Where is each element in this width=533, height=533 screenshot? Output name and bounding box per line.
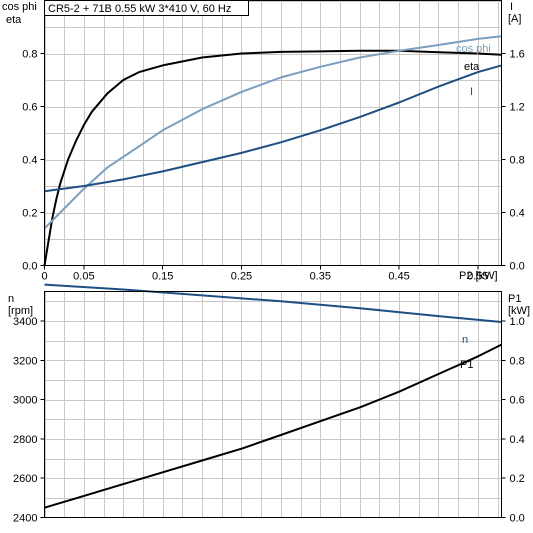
bottom-right-axis-label-line1: P1 xyxy=(508,293,521,305)
bottom-right-axis-label-line2: [kW] xyxy=(508,305,530,317)
top-left-axis-label-line1: cos phi xyxy=(2,1,37,13)
right-tick-label: 0.4 xyxy=(510,208,525,220)
left-tick-label: 3200 xyxy=(13,355,37,367)
left-tick-label: 2800 xyxy=(13,434,37,446)
right-tick-label: 1.2 xyxy=(510,102,525,114)
series-line-cos-phi xyxy=(43,35,502,230)
frame-layer xyxy=(44,0,502,518)
right-tick-label: 0.6 xyxy=(510,395,525,407)
right-tick-label: 1.6 xyxy=(510,49,525,61)
right-tick-label: 0.0 xyxy=(510,513,525,525)
right-tick-label: 1.0 xyxy=(510,316,525,328)
top-x-axis-label: P2 [kW] xyxy=(459,270,498,282)
text-layer: CR5-2 + 71B 0.55 kW 3*410 V, 60 Hz cos p… xyxy=(2,0,530,525)
series-line-p1 xyxy=(44,343,502,509)
right-tick-label: 0.8 xyxy=(510,155,525,167)
series-line-i xyxy=(44,64,502,193)
left-tick-label: 3400 xyxy=(13,316,37,328)
top-plot-frame xyxy=(44,0,502,266)
series-layer xyxy=(43,35,502,509)
left-tick-label: 0.6 xyxy=(22,102,37,114)
series-label-cos-phi: cos phi xyxy=(456,43,491,55)
top-right-axis-label-line2: [A] xyxy=(508,13,521,25)
bottom-plot-frame xyxy=(44,291,502,518)
top-left-axis-label-line2: eta xyxy=(6,14,22,26)
title-box xyxy=(44,0,249,16)
x-tick-label: 0.05 xyxy=(73,271,94,283)
left-tick-label: 2600 xyxy=(13,473,37,485)
x-tick-label: 0.25 xyxy=(231,271,252,283)
right-tick-label: 0.8 xyxy=(510,355,525,367)
left-tick-label: 3000 xyxy=(13,395,37,407)
left-tick-label: 2400 xyxy=(13,513,37,525)
bottom-left-axis-label-line2: [rpm] xyxy=(8,305,33,317)
series-line-eta xyxy=(43,49,502,266)
series-label-eta: eta xyxy=(464,61,480,73)
left-tick-label: 0.4 xyxy=(22,155,37,167)
series-label-p1: P1 xyxy=(460,359,473,371)
right-tick-label: 0.2 xyxy=(510,473,525,485)
x-tick-label: 0.15 xyxy=(152,271,173,283)
bottom-left-axis-label-line1: n xyxy=(8,293,14,305)
grid-layer xyxy=(40,0,506,518)
x-tick-label: 0 xyxy=(41,271,47,283)
right-tick-label: 0.0 xyxy=(510,261,525,273)
left-tick-label: 0.8 xyxy=(22,49,37,61)
left-tick-label: 0.2 xyxy=(22,208,37,220)
x-tick-label: 0.45 xyxy=(388,271,409,283)
right-tick-label: 0.4 xyxy=(510,434,525,446)
series-label-speed: n xyxy=(462,334,468,346)
series-label-current: I xyxy=(470,86,473,98)
left-tick-label: 0.0 xyxy=(22,261,37,273)
x-tick-label: 0.35 xyxy=(310,271,331,283)
chart-title: CR5-2 + 71B 0.55 kW 3*410 V, 60 Hz xyxy=(48,3,231,15)
series-line-n xyxy=(44,283,502,323)
top-right-axis-label-line1: I xyxy=(510,1,513,13)
x-tick-label: 0.55 xyxy=(467,271,488,283)
